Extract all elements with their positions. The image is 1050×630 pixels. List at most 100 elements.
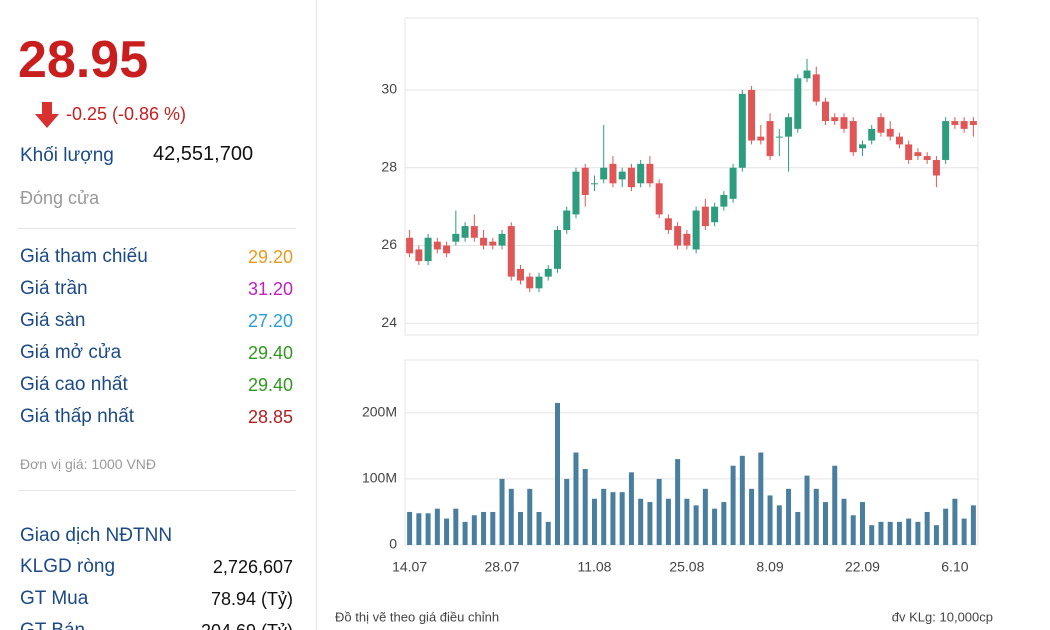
price-label: Giá cao nhất [20,374,128,395]
volume-bar [730,465,736,545]
candle-body [812,74,820,102]
candle-body [951,121,959,125]
volume-bar [628,472,634,545]
foreign-value: 78.94 (Tỷ) [210,589,293,609]
volume-bar [712,508,718,545]
volume-bar [573,452,579,545]
candle-body [535,276,543,289]
y-tick-label: 0 [389,536,397,552]
volume-bar [924,511,930,545]
volume-bar [675,459,681,545]
candle-body [757,136,765,141]
y-tick-label: 26 [381,236,397,252]
price-value: 27.20 [247,311,293,331]
candle-body [701,206,709,227]
candle-body [711,206,719,223]
volume-bar [850,515,856,545]
price-value: 29.40 [247,375,293,395]
candle-body [572,171,580,215]
candle-body [849,121,857,153]
volume-bar [804,475,810,545]
volume-bar [721,502,727,545]
volume-bar [823,502,829,545]
candle-body [822,101,830,122]
price-label: Giá tham chiếu [20,246,148,267]
candle-body [942,121,950,160]
volume-bar [647,502,653,545]
candle-body [840,117,848,129]
quote-panel: 28.95 -0.25 (-0.86 %) Khối lượng 42,551,… [0,0,315,630]
price-value: 31.20 [247,279,293,299]
volume-unit: đv KLg: 10,000cp [892,609,993,624]
divider [316,0,317,630]
down-arrow [35,102,59,128]
candle-body [720,194,728,207]
volume-bar [499,478,505,545]
volume-bar [481,511,487,545]
volume-bar [878,521,884,545]
candle-body [683,233,691,246]
candle-body [775,136,783,138]
candle-body [544,268,552,277]
volume-bar [554,402,560,545]
unit-note: Đơn vị giá: 1000 VNĐ [20,456,157,472]
price-change: -0.25 (-0.86 %) [66,104,187,124]
volume-bar [564,478,570,545]
y-tick-label: 28 [381,158,397,174]
volume-bar [693,505,699,545]
candle-body [517,268,525,281]
candle-body [600,167,608,180]
candle-body [489,241,497,246]
volume-bar [961,518,967,545]
volume-bar [943,508,949,545]
separator [18,490,296,491]
volume-bar [813,488,819,545]
price-value: 28.85 [247,407,293,427]
candle-body [553,229,561,269]
status: Đóng cửa [20,188,100,208]
candle-body [766,121,774,157]
candle-body [507,226,515,277]
volume-bar [545,521,551,545]
x-tick-label: 14.07 [392,559,427,575]
volume-bar [471,515,477,545]
candle-body [443,245,451,254]
volume-bar [490,511,496,545]
candle-body [831,117,839,122]
foreign-value: 2,726,607 [212,557,293,577]
candle-body [563,210,571,230]
volume-bar [739,455,745,545]
foreign-label: KLGD ròng [20,556,116,577]
candle-body [581,167,589,195]
volume-bar [610,492,616,545]
volume-bar [444,518,450,545]
volume-bar [536,511,542,545]
candle-body [470,226,478,238]
candle-body [480,237,488,246]
volume-bar [656,478,662,545]
candle-body [886,128,894,137]
price-label: Giá thấp nhất [20,406,135,427]
separator [18,228,296,229]
foreign-label: GT Bán [20,620,85,630]
candle-body [415,249,423,262]
volume-bar [425,513,431,545]
candle-body [905,144,913,160]
candle-body [858,144,866,149]
price-value: 29.20 [247,247,293,267]
volume-bar [758,452,764,545]
volume-bar [795,511,801,545]
candle-body [526,276,534,289]
candle-body [609,163,617,184]
volume-bar [684,498,690,545]
y-tick-label: 100M [362,470,397,486]
price-label: Giá mở cửa [20,342,122,363]
price-label: Giá trần [20,278,88,299]
volume-bar [508,488,514,545]
price: 28.95 [18,31,149,89]
candle-body [738,93,746,168]
volume-bar [915,521,921,545]
candle-body [646,163,654,184]
candle-body [590,183,598,185]
